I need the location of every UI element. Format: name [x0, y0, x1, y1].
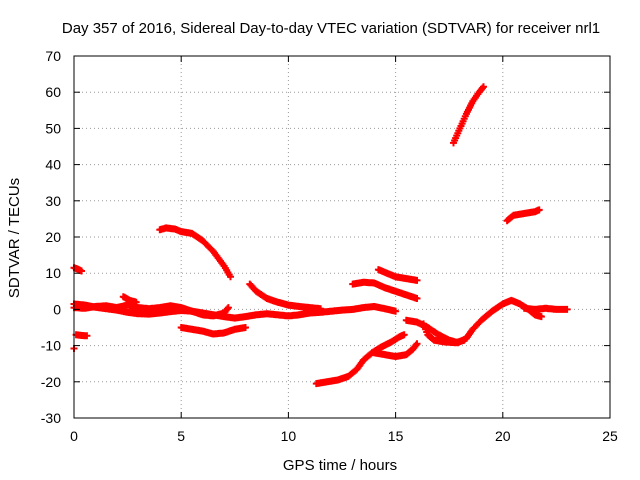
series-arc-17 — [503, 206, 543, 225]
marker-path — [156, 224, 234, 281]
marker-path — [246, 280, 325, 313]
y-tick-label: -10 — [41, 338, 61, 354]
y-tick-label: 60 — [45, 84, 61, 100]
x-tick-label: 10 — [281, 428, 297, 444]
marker-path — [503, 206, 543, 225]
series-arc-15 — [420, 320, 468, 347]
series-arc-11 — [349, 278, 421, 302]
series-arc-4 — [72, 331, 91, 340]
series-arc-16 — [450, 83, 487, 147]
series-arc-12 — [374, 266, 421, 284]
axis-ticks — [73, 55, 611, 419]
marker-path — [177, 324, 249, 338]
y-tick-label: -30 — [41, 410, 61, 426]
data-series — [70, 83, 571, 388]
y-tick-label: 30 — [45, 193, 61, 209]
marker-path — [374, 266, 421, 284]
y-axis-label: SDTVAR / TECUs — [6, 178, 23, 298]
x-tick-label: 15 — [388, 428, 404, 444]
x-tick-label: 25 — [602, 428, 618, 444]
tick-labels: 0 5 10 15 20 25 -30 -20 -10 0 10 20 30 40 50 60 70 — [41, 48, 618, 444]
series-arc-8 — [177, 324, 249, 338]
y-tick-label: 70 — [45, 48, 61, 64]
x-tick-label: 5 — [177, 428, 185, 444]
marker-path — [72, 331, 91, 340]
y-tick-label: 0 — [53, 301, 61, 317]
marker-path — [450, 83, 487, 147]
y-tick-label: -20 — [41, 374, 61, 390]
y-tick-label: 50 — [45, 120, 61, 136]
gridlines — [74, 56, 610, 418]
x-tick-label: 0 — [70, 428, 78, 444]
series-arc-13 — [370, 340, 421, 360]
y-tick-label: 20 — [45, 229, 61, 245]
x-tick-label: 20 — [495, 428, 511, 444]
chart-title: Day 357 of 2016, Sidereal Day-to-day VTE… — [62, 20, 600, 37]
marker-path — [520, 304, 571, 313]
series-arc-7 — [156, 224, 234, 281]
x-axis-label: GPS time / hours — [283, 457, 397, 474]
series-arc-6 — [119, 293, 140, 306]
y-tick-label: 40 — [45, 157, 61, 173]
series-arc-18 — [520, 304, 571, 313]
y-tick-label: 10 — [45, 265, 61, 281]
marker-path — [370, 340, 421, 360]
series-arc-9 — [246, 280, 325, 313]
